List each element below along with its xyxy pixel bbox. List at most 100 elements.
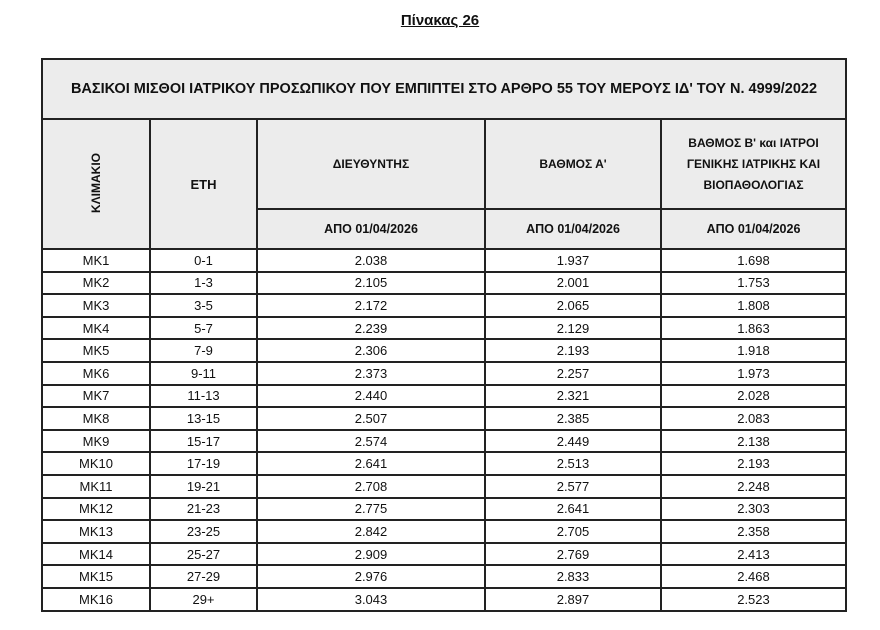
cell-grade: ΜΚ3 xyxy=(41,293,151,318)
cell-grade-b: 2.523 xyxy=(660,586,847,612)
table-row: ΜΚ3 3-5 2.172 2.065 1.808 xyxy=(41,293,847,318)
cell-grade-b: 2.413 xyxy=(660,541,847,567)
cell-grade-b: 2.358 xyxy=(660,519,847,544)
cell-years: 23-25 xyxy=(149,519,258,544)
cell-director: 2.708 xyxy=(256,473,486,499)
cell-years: 5-7 xyxy=(149,315,258,341)
cell-director: 2.909 xyxy=(256,541,486,567)
cell-grade: ΜΚ2 xyxy=(41,270,151,296)
cell-director: 2.976 xyxy=(256,564,486,589)
cell-grade: ΜΚ10 xyxy=(41,451,151,476)
cell-grade-b: 2.028 xyxy=(660,383,847,409)
header-years: ΕΤΗ xyxy=(149,118,258,250)
cell-grade-a: 2.129 xyxy=(484,315,662,341)
cell-grade: ΜΚ5 xyxy=(41,338,151,363)
cell-director: 2.038 xyxy=(256,248,486,273)
cell-grade: ΜΚ1 xyxy=(41,248,151,273)
cell-years: 19-21 xyxy=(149,473,258,499)
cell-years: 7-9 xyxy=(149,338,258,363)
cell-grade-a: 2.065 xyxy=(484,293,662,318)
table-row: ΜΚ11 19-21 2.708 2.577 2.248 xyxy=(41,473,847,499)
cell-director: 2.641 xyxy=(256,451,486,476)
cell-grade-b: 2.303 xyxy=(660,496,847,522)
table-row: ΜΚ13 23-25 2.842 2.705 2.358 xyxy=(41,519,847,544)
cell-grade-b: 2.193 xyxy=(660,451,847,476)
cell-years: 11-13 xyxy=(149,383,258,409)
cell-director: 2.507 xyxy=(256,406,486,431)
cell-years: 13-15 xyxy=(149,406,258,431)
header-grade-label: ΚΛΙΜΑΚΙΟ xyxy=(89,152,103,213)
cell-grade-a: 2.513 xyxy=(484,451,662,476)
table-row: ΜΚ4 5-7 2.239 2.129 1.863 xyxy=(41,315,847,341)
cell-director: 3.043 xyxy=(256,586,486,612)
cell-grade: ΜΚ15 xyxy=(41,564,151,589)
header-director: ΔΙΕΥΘΥΝΤΗΣ xyxy=(256,118,486,210)
cell-director: 2.373 xyxy=(256,360,486,386)
table-row: ΜΚ9 15-17 2.574 2.449 2.138 xyxy=(41,428,847,454)
cell-grade-a: 2.833 xyxy=(484,564,662,589)
cell-years: 27-29 xyxy=(149,564,258,589)
cell-grade-b: 1.808 xyxy=(660,293,847,318)
cell-grade: ΜΚ9 xyxy=(41,428,151,454)
table-row: ΜΚ2 1-3 2.105 2.001 1.753 xyxy=(41,270,847,296)
table-row: ΜΚ10 17-19 2.641 2.513 2.193 xyxy=(41,451,847,476)
cell-grade: ΜΚ13 xyxy=(41,519,151,544)
cell-grade-a: 2.257 xyxy=(484,360,662,386)
cell-grade-b: 2.138 xyxy=(660,428,847,454)
cell-director: 2.775 xyxy=(256,496,486,522)
cell-years: 3-5 xyxy=(149,293,258,318)
cell-grade: ΜΚ4 xyxy=(41,315,151,341)
cell-grade-a: 1.937 xyxy=(484,248,662,273)
cell-grade-a: 2.449 xyxy=(484,428,662,454)
cell-grade-a: 2.641 xyxy=(484,496,662,522)
cell-years: 21-23 xyxy=(149,496,258,522)
cell-years: 0-1 xyxy=(149,248,258,273)
cell-grade-b: 1.753 xyxy=(660,270,847,296)
cell-grade-b: 1.918 xyxy=(660,338,847,363)
cell-grade-b: 1.863 xyxy=(660,315,847,341)
cell-years: 17-19 xyxy=(149,451,258,476)
cell-years: 9-11 xyxy=(149,360,258,386)
table-row: ΜΚ15 27-29 2.976 2.833 2.468 xyxy=(41,564,847,589)
cell-director: 2.842 xyxy=(256,519,486,544)
cell-years: 29+ xyxy=(149,586,258,612)
cell-years: 1-3 xyxy=(149,270,258,296)
table-row: ΜΚ8 13-15 2.507 2.385 2.083 xyxy=(41,406,847,431)
salary-table: ΒΑΣΙΚΟΙ ΜΙΣΘΟΙ ΙΑΤΡΙΚΟΥ ΠΡΟΣΩΠΙΚΟΥ ΠΟΥ Ε… xyxy=(41,58,847,612)
table-row: ΜΚ5 7-9 2.306 2.193 1.918 xyxy=(41,338,847,363)
cell-grade-a: 2.577 xyxy=(484,473,662,499)
cell-grade: ΜΚ12 xyxy=(41,496,151,522)
cell-grade-a: 2.897 xyxy=(484,586,662,612)
cell-grade-b: 2.468 xyxy=(660,564,847,589)
table-row: ΜΚ6 9-11 2.373 2.257 1.973 xyxy=(41,360,847,386)
cell-grade-a: 2.769 xyxy=(484,541,662,567)
cell-director: 2.440 xyxy=(256,383,486,409)
table-row: ΜΚ7 11-13 2.440 2.321 2.028 xyxy=(41,383,847,409)
header-date-director: ΑΠΟ 01/04/2026 xyxy=(256,208,486,250)
cell-years: 15-17 xyxy=(149,428,258,454)
cell-grade-b: 1.698 xyxy=(660,248,847,273)
cell-director: 2.105 xyxy=(256,270,486,296)
table-title: ΒΑΣΙΚΟΙ ΜΙΣΘΟΙ ΙΑΤΡΙΚΟΥ ΠΡΟΣΩΠΙΚΟΥ ΠΟΥ Ε… xyxy=(41,58,847,120)
cell-grade-a: 2.001 xyxy=(484,270,662,296)
table-row: ΜΚ1 0-1 2.038 1.937 1.698 xyxy=(41,248,847,273)
cell-grade: ΜΚ11 xyxy=(41,473,151,499)
cell-director: 2.574 xyxy=(256,428,486,454)
cell-grade-a: 2.193 xyxy=(484,338,662,363)
table-row: ΜΚ14 25-27 2.909 2.769 2.413 xyxy=(41,541,847,567)
cell-director: 2.239 xyxy=(256,315,486,341)
cell-grade-a: 2.321 xyxy=(484,383,662,409)
header-grade-b: ΒΑΘΜΟΣ Β' και ΙΑΤΡΟΙ ΓΕΝΙΚΗΣ ΙΑΤΡΙΚΗΣ ΚΑ… xyxy=(660,118,847,210)
cell-grade: ΜΚ6 xyxy=(41,360,151,386)
header-date-grade-a: ΑΠΟ 01/04/2026 xyxy=(484,208,662,250)
cell-grade-b: 2.083 xyxy=(660,406,847,431)
cell-grade: ΜΚ7 xyxy=(41,383,151,409)
cell-grade-b: 1.973 xyxy=(660,360,847,386)
cell-director: 2.306 xyxy=(256,338,486,363)
cell-grade-b: 2.248 xyxy=(660,473,847,499)
table-row: ΜΚ16 29+ 3.043 2.897 2.523 xyxy=(41,586,847,612)
cell-director: 2.172 xyxy=(256,293,486,318)
cell-grade-a: 2.705 xyxy=(484,519,662,544)
cell-grade: ΜΚ14 xyxy=(41,541,151,567)
header-date-grade-b: ΑΠΟ 01/04/2026 xyxy=(660,208,847,250)
